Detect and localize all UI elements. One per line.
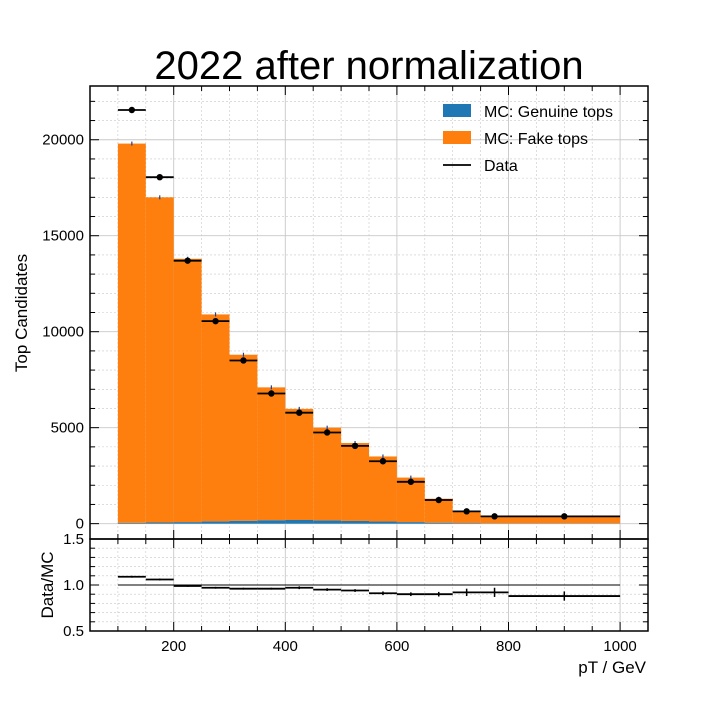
bar-genuine-tops	[341, 520, 369, 524]
y-tick-label: 20000	[42, 132, 84, 149]
x-tick-label: 600	[384, 638, 409, 655]
x-tick-label: 800	[496, 638, 521, 655]
x-axis-label: pT / GeV	[578, 658, 646, 677]
bar-genuine-tops	[257, 520, 286, 524]
bar-fake-tops	[452, 510, 481, 524]
bar-genuine-tops	[369, 521, 397, 524]
y-tick-label: 10000	[42, 324, 84, 341]
bar-genuine-tops	[285, 519, 314, 524]
bar-fake-tops	[313, 427, 342, 521]
bar-fake-tops	[285, 408, 314, 520]
legend: MC: Genuine tops MC: Fake tops Data	[443, 104, 613, 175]
data-point	[323, 429, 331, 436]
y-axis-label: Top Candidates	[12, 254, 31, 372]
data-point	[435, 496, 442, 504]
legend-label-genuine: MC: Genuine tops	[484, 104, 613, 121]
data-point	[212, 317, 219, 325]
bar-genuine-tops	[396, 522, 425, 524]
data-point	[379, 458, 387, 465]
data-point	[128, 106, 136, 114]
bar-genuine-tops	[201, 521, 230, 524]
data-point	[296, 409, 303, 416]
x-tick-label: 400	[273, 638, 298, 655]
bar-fake-tops	[117, 143, 146, 523]
y-tick-label: 15000	[42, 228, 84, 245]
data-point	[156, 173, 163, 181]
ratio-y-tick-label: 1.0	[63, 577, 84, 594]
data-point	[407, 478, 415, 485]
y-tick-label: 0	[76, 516, 84, 533]
data-point	[561, 513, 568, 520]
data-point	[240, 357, 247, 364]
bar-fake-tops	[173, 258, 202, 523]
ratio-plot-frame	[89, 538, 649, 632]
bar-genuine-tops	[424, 522, 453, 524]
bar-genuine-tops	[145, 522, 174, 524]
legend-swatch-fake	[443, 131, 471, 144]
bar-genuine-tops	[452, 523, 481, 524]
bar-genuine-tops	[313, 520, 342, 524]
bar-fake-tops	[369, 456, 397, 522]
ratio-y-tick-label: 0.5	[63, 623, 84, 640]
bar-genuine-tops	[117, 522, 146, 524]
legend-label-fake: MC: Fake tops	[484, 131, 588, 148]
bar-fake-tops	[229, 354, 258, 521]
bar-fake-tops	[341, 443, 369, 521]
bar-fake-tops	[508, 515, 621, 524]
bar-fake-tops	[257, 387, 286, 521]
main-bars	[117, 141, 621, 524]
ratio-ticks: 0.5 1.0 1.5 200 400 600 800 1000	[63, 531, 648, 655]
data-point	[184, 257, 191, 264]
main-ticks: 0 5000 10000 15000 20000	[42, 86, 648, 539]
bar-fake-tops	[201, 314, 230, 522]
data-point	[491, 513, 498, 520]
legend-label-data: Data	[484, 158, 518, 175]
ratio-points	[117, 575, 621, 601]
chart-title: 2022 after normalization	[154, 44, 583, 88]
data-point	[351, 442, 359, 450]
y-tick-label: 5000	[51, 420, 84, 437]
bar-fake-tops	[480, 515, 509, 524]
bar-genuine-tops	[229, 520, 258, 524]
legend-swatch-genuine	[443, 104, 471, 117]
bar-fake-tops	[424, 498, 453, 523]
x-tick-label: 200	[161, 638, 186, 655]
bar-fake-tops	[145, 197, 174, 523]
data-points	[117, 106, 621, 520]
data-point	[268, 390, 275, 397]
bar-genuine-tops	[173, 522, 202, 524]
data-point	[463, 508, 470, 515]
ratio-y-tick-label: 1.5	[63, 531, 84, 548]
x-tick-label: 1000	[603, 638, 636, 655]
ratio-y-axis-label: Data/MC	[38, 551, 57, 618]
